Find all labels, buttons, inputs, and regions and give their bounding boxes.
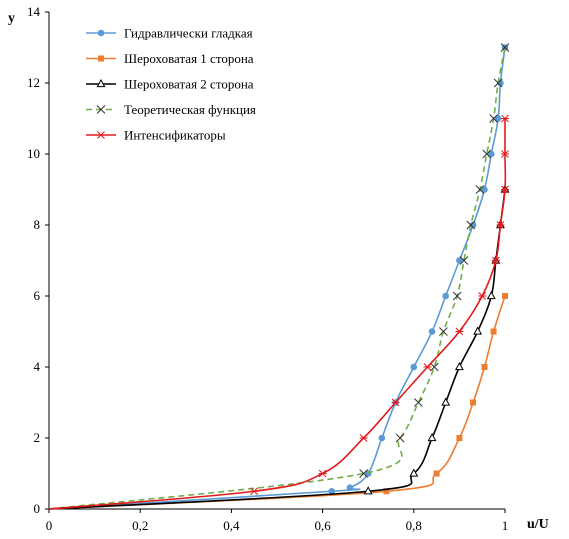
x-tick-label: 0,4 (223, 518, 240, 533)
data-point (502, 293, 508, 299)
legend-item: Гидравлически гладкая (86, 26, 253, 41)
data-point (489, 114, 498, 123)
y-tick-label: 8 (34, 217, 41, 232)
data-point (500, 43, 510, 52)
data-point (428, 328, 436, 335)
data-point (501, 185, 509, 194)
data-point (395, 433, 405, 443)
series-line (48, 47, 506, 510)
data-point (442, 292, 450, 300)
data-point (383, 488, 390, 495)
x-tick-label: 1 (502, 518, 509, 533)
data-point (456, 435, 463, 441)
legend-marker (97, 131, 105, 139)
data-point (466, 220, 476, 230)
data-point (429, 362, 439, 372)
data-point (391, 398, 400, 407)
data-point (486, 290, 496, 300)
data-point (423, 363, 432, 371)
x-tick-label: 0 (46, 518, 53, 533)
legend-label: Интенсификаторы (124, 128, 226, 143)
legend-marker (96, 78, 106, 88)
y-axis-title: y (8, 11, 15, 26)
data-point (494, 115, 502, 122)
series-3 (48, 184, 510, 510)
data-point (359, 434, 368, 442)
axes (48, 12, 505, 510)
series-line (48, 118, 507, 510)
x-tick-label: 0,2 (132, 518, 148, 533)
y-tick-label: 4 (34, 359, 41, 374)
x-axis-title: u/U (527, 517, 549, 532)
data-point (501, 150, 509, 158)
legend-marker (98, 55, 104, 62)
data-point (439, 327, 448, 336)
legend-label: Шероховатая 2 сторона (124, 77, 254, 92)
data-point (482, 149, 492, 159)
data-point (455, 327, 464, 336)
data-point (491, 256, 500, 265)
legend-label: Теоретическая функция (124, 102, 256, 117)
legend-label: Шероховатая 1 сторона (124, 51, 254, 66)
y-tick-label: 0 (34, 501, 41, 516)
x-tick-label: 0,8 (406, 518, 422, 533)
series-2 (48, 293, 508, 510)
data-point (459, 256, 469, 265)
y-tick-label: 12 (27, 75, 40, 90)
series-1 (48, 44, 509, 510)
legend-item: Шероховатая 2 сторона (86, 77, 254, 92)
legend-item: Теоретическая функция (86, 102, 256, 117)
data-point (478, 292, 487, 300)
plot-series (48, 43, 510, 510)
data-point (363, 486, 373, 495)
y-tick-label: 10 (27, 146, 40, 161)
data-point (490, 328, 497, 335)
data-point (433, 470, 440, 477)
data-point (488, 150, 495, 158)
data-point (481, 186, 488, 193)
data-point (456, 257, 463, 264)
x-ticks: 0 0,2 0,4 0,6 0,8 1 (46, 509, 509, 533)
legend-item: Шероховатая 1 сторона (86, 51, 254, 66)
data-point (493, 78, 503, 88)
y-tick-label: 2 (34, 430, 41, 445)
legend-marker (97, 29, 105, 37)
data-point (473, 326, 483, 335)
y-tick-label: 6 (34, 288, 41, 303)
data-point (452, 291, 462, 301)
data-point (346, 484, 354, 492)
data-point (454, 361, 464, 371)
series-line (48, 295, 506, 510)
data-point (410, 363, 418, 371)
data-point (409, 468, 419, 477)
x-tick-label: 0,6 (314, 518, 331, 533)
series-line (48, 47, 506, 510)
data-point (441, 397, 451, 406)
legend-label: Гидравлически гладкая (124, 26, 253, 41)
data-point (378, 434, 386, 442)
legend-marker (96, 105, 106, 114)
data-point (496, 221, 505, 229)
series-4 (48, 43, 510, 510)
data-point (359, 469, 368, 478)
data-point (475, 185, 485, 194)
data-point (481, 364, 488, 370)
legend: Гидравлически гладкая Шероховатая 1 сторо… (86, 26, 256, 143)
legend-item: Интенсификаторы (86, 128, 226, 143)
data-point (470, 399, 477, 406)
data-point (427, 432, 437, 442)
data-point (318, 469, 327, 478)
y-tick-label: 14 (27, 4, 41, 19)
series-5 (48, 114, 509, 510)
data-point (501, 114, 509, 123)
data-point (250, 487, 259, 496)
y-ticks: 0 2 4 6 8 10 12 14 (27, 4, 49, 516)
data-point (414, 398, 423, 407)
series-line (48, 189, 506, 510)
